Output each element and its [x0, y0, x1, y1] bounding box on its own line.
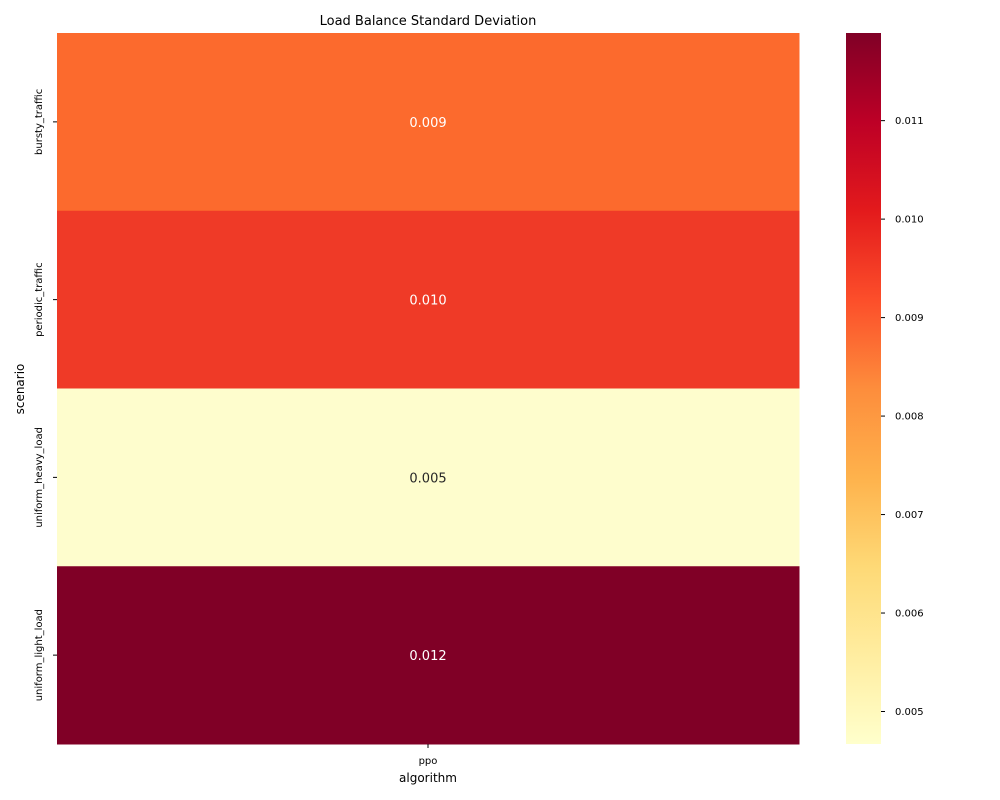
y-tick-label: periodic_traffic [34, 262, 45, 336]
x-tick-label: ppo [419, 756, 438, 767]
y-tick-label: uniform_heavy_load [34, 427, 45, 528]
cell-value-label: 0.009 [409, 116, 446, 131]
colorbar-tick-label: 0.005 [895, 707, 924, 718]
x-axis-label: algorithm [399, 771, 457, 785]
y-tick-label: bursty_traffic [34, 89, 45, 155]
heatmap-cell-bursty_traffic [57, 33, 800, 212]
y-axis-ticks: bursty_traffic periodic_traffic uniform_he… [34, 89, 57, 701]
colorbar-tick-label: 0.008 [895, 412, 924, 423]
y-tick-label: uniform_light_load [34, 609, 45, 701]
y-axis-label: scenario [13, 364, 27, 415]
colorbar [846, 33, 881, 744]
cell-value-label: 0.005 [409, 471, 446, 486]
colorbar-tick-label: 0.011 [895, 116, 924, 127]
heatmap-cells: 0.009 0.010 0.005 0.012 [57, 33, 800, 745]
cell-value-label: 0.010 [409, 294, 446, 309]
x-axis-ticks: ppo [419, 744, 438, 767]
colorbar-tick-label: 0.006 [895, 609, 924, 620]
heatmap-cell-uniform_heavy_load [57, 388, 800, 567]
cell-value-label: 0.012 [409, 649, 446, 664]
colorbar-tick-label: 0.010 [895, 215, 924, 226]
colorbar-ticks: 0.005 0.006 0.007 0.008 0.009 0.010 0.011 [881, 116, 924, 718]
heatmap-cell-uniform_light_load [57, 566, 800, 745]
colorbar-tick-label: 0.009 [895, 313, 924, 324]
colorbar-tick-label: 0.007 [895, 510, 924, 521]
heatmap-cell-periodic_traffic [57, 210, 800, 389]
chart-title: Load Balance Standard Deviation [320, 14, 537, 29]
